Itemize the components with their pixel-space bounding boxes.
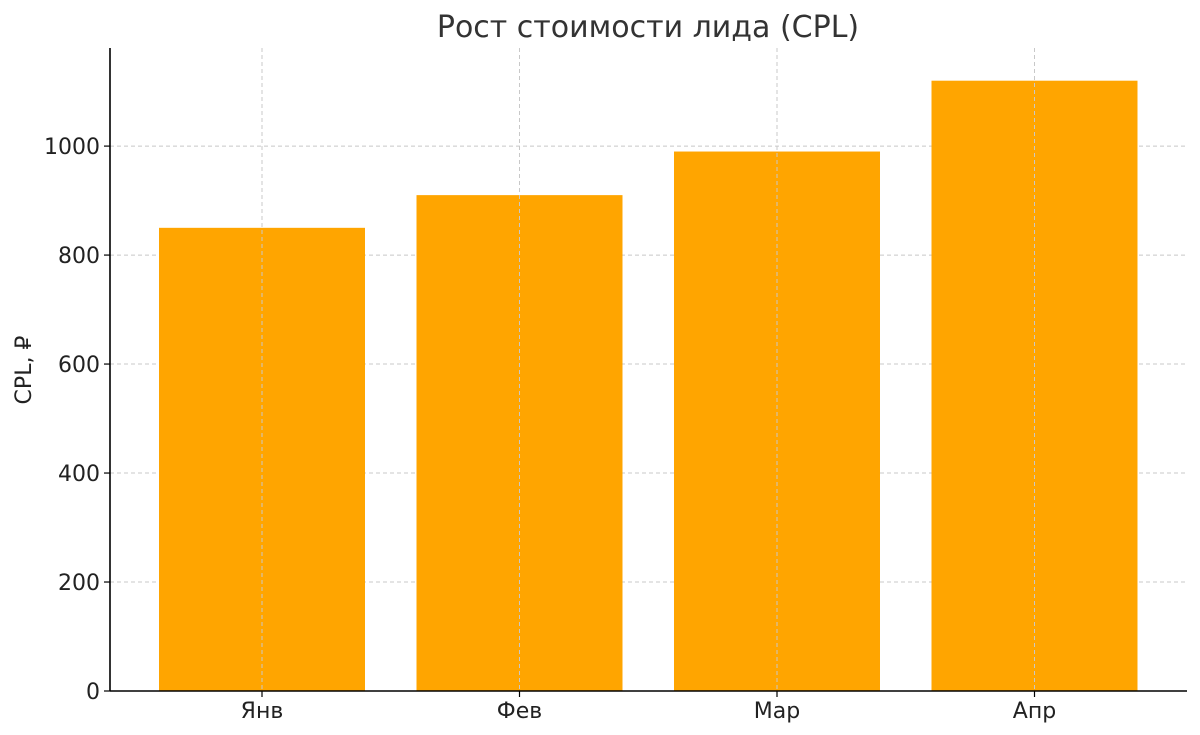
y-axis-label: CPL, ₽ — [12, 336, 37, 405]
y-tick-label: 600 — [58, 353, 100, 378]
bar-1 — [159, 227, 365, 692]
y-tick-label: 200 — [58, 571, 100, 596]
x-tick-label: Янв — [241, 699, 284, 724]
chart-title: Рост стоимости лида (CPL) — [437, 10, 859, 45]
x-grid — [261, 48, 1035, 691]
y-axis-ticks: 0 200 400 600 800 1000 — [44, 135, 110, 705]
y-tick-label: 400 — [58, 462, 100, 487]
x-tick-label: Фев — [497, 699, 542, 724]
bars — [159, 80, 1138, 692]
x-tick-label: Мар — [754, 699, 800, 724]
x-axis-ticks: Янв Фев Мар Апр — [241, 691, 1056, 724]
y-tick-label: 1000 — [44, 135, 100, 160]
x-tick-label: Апр — [1013, 699, 1056, 724]
y-tick-label: 800 — [58, 244, 100, 269]
y-tick-label: 0 — [86, 680, 100, 705]
